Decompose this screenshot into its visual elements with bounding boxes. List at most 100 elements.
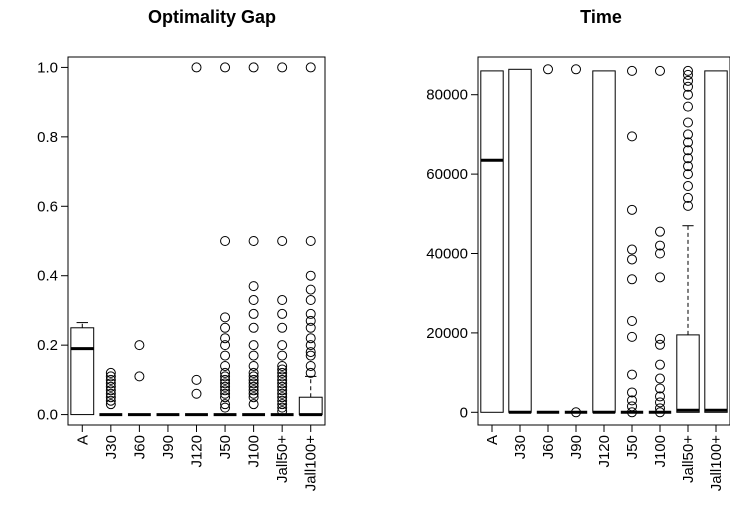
gap-outlier-point xyxy=(105,388,116,399)
time-xtick-label: Jall50+ xyxy=(680,435,697,483)
time-outlier-point xyxy=(683,75,693,86)
gap-outlier-point xyxy=(277,385,288,396)
time-outlier-point xyxy=(683,192,693,203)
gap-outlier-point xyxy=(305,270,316,281)
gap-outlier-point xyxy=(277,406,288,417)
time-outlier-point xyxy=(627,315,637,326)
time-box-jall50plus xyxy=(676,65,700,413)
time-outlier-point xyxy=(655,407,665,418)
gap-xtick-label: J120 xyxy=(189,435,206,468)
time-title: Time xyxy=(580,7,622,27)
time-box-a xyxy=(480,70,504,413)
gap-outlier-point xyxy=(105,367,116,378)
time-outlier-point xyxy=(655,373,665,384)
gap-box-a xyxy=(70,322,95,416)
time-outlier-point xyxy=(627,65,637,76)
gap-outlier-point xyxy=(277,392,288,403)
gap-outlier-point xyxy=(277,402,288,413)
time-outlier-point xyxy=(627,204,637,215)
time-outlier-point xyxy=(627,369,637,380)
time-outlier-point xyxy=(627,395,637,406)
gap-outlier-point xyxy=(220,402,231,413)
time-outlier-point xyxy=(627,254,637,265)
time-outlier-point xyxy=(543,64,553,75)
gap-outlier-point xyxy=(134,340,145,351)
gap-outlier-point xyxy=(220,350,231,361)
gap-outlier-point xyxy=(248,371,259,382)
gap-outlier-point xyxy=(305,360,316,371)
gap-outlier-point xyxy=(277,367,288,378)
gap-outlier-point xyxy=(220,378,231,389)
time-box-jall100plus xyxy=(704,70,728,413)
time-outlier-point xyxy=(627,401,637,412)
gap-ytick-label: 0.8 xyxy=(37,129,58,146)
gap-outlier-point xyxy=(248,367,259,378)
time-xtick-label: Jall100+ xyxy=(708,435,725,492)
gap-outlier-point xyxy=(277,308,288,319)
time-outlier-point xyxy=(683,137,693,148)
gap-outlier-point xyxy=(220,360,231,371)
gap-outlier-point xyxy=(277,322,288,333)
time-xtick-label: J120 xyxy=(596,435,613,468)
gap-outlier-point xyxy=(220,322,231,333)
time-xtick-label: J50 xyxy=(624,435,641,459)
gap-outlier-point xyxy=(248,399,259,410)
gap-outlier-point xyxy=(277,295,288,306)
time-ytick-label: 60000 xyxy=(426,166,468,183)
time-outlier-point xyxy=(655,240,665,251)
gap-outlier-point xyxy=(277,388,288,399)
gap-outlier-point xyxy=(220,381,231,392)
time-box-body xyxy=(704,70,728,413)
gap-outlier-point xyxy=(191,374,202,385)
gap-outlier-point xyxy=(305,308,316,319)
gap-box-jall100plus xyxy=(298,62,323,417)
gap-outlier-point xyxy=(305,350,316,361)
gap-outlier-point xyxy=(248,374,259,385)
gap-xtick-label: Jall100+ xyxy=(303,435,320,492)
gap-box-body xyxy=(298,396,323,416)
gap-outlier-point xyxy=(277,381,288,392)
time-outlier-point xyxy=(683,161,693,172)
gap-outlier-point xyxy=(220,312,231,323)
time-xtick-label: J90 xyxy=(568,435,585,459)
time-ytick-label: 0 xyxy=(460,404,468,421)
gap-outlier-point xyxy=(248,308,259,319)
gap-outlier-point xyxy=(248,381,259,392)
time-box-body xyxy=(676,334,700,413)
time-outlier-point xyxy=(683,145,693,156)
time-outlier-point xyxy=(683,181,693,192)
time-outlier-point xyxy=(655,339,665,350)
gap-outlier-point xyxy=(191,62,202,73)
time-outlier-point xyxy=(683,200,693,211)
time-panel: Time 0 20000 40000 60000 80000 A J30 J60 J90 J120… xyxy=(426,7,730,491)
time-xtick-label: J100 xyxy=(652,435,669,468)
gap-outlier-point xyxy=(248,322,259,333)
optimality-gap-panel: Optimality Gap 0.0 0.2 0.4 0.6 0.8 1.0 A J30 J60… xyxy=(37,7,326,492)
gap-outlier-point xyxy=(105,371,116,382)
time-outlier-point xyxy=(571,64,581,75)
gap-outlier-point xyxy=(248,236,259,246)
gap-outlier-point xyxy=(277,395,288,406)
time-xtick-label: J60 xyxy=(540,435,557,459)
gap-outlier-point xyxy=(134,371,145,382)
gap-outlier-point xyxy=(220,392,231,403)
gap-outlier-point xyxy=(277,364,288,375)
gap-xtick-label: J100 xyxy=(246,435,263,468)
gap-outlier-point xyxy=(305,62,316,73)
gap-outlier-point xyxy=(105,399,116,410)
time-outlier-point xyxy=(655,391,665,402)
time-box-body xyxy=(592,70,616,413)
gap-xtick-label: J30 xyxy=(103,435,120,459)
gap-outlier-point xyxy=(220,371,231,382)
time-outlier-point xyxy=(683,101,693,112)
optimality-gap-title: Optimality Gap xyxy=(148,7,276,27)
time-box-body xyxy=(508,68,532,413)
time-outlier-point xyxy=(627,407,637,418)
time-outlier-point xyxy=(571,407,581,418)
gap-box-j50 xyxy=(213,62,237,417)
gap-outlier-point xyxy=(248,360,259,371)
time-outlier-point xyxy=(627,387,637,398)
gap-outlier-point xyxy=(277,62,288,73)
time-outlier-point xyxy=(655,226,665,237)
